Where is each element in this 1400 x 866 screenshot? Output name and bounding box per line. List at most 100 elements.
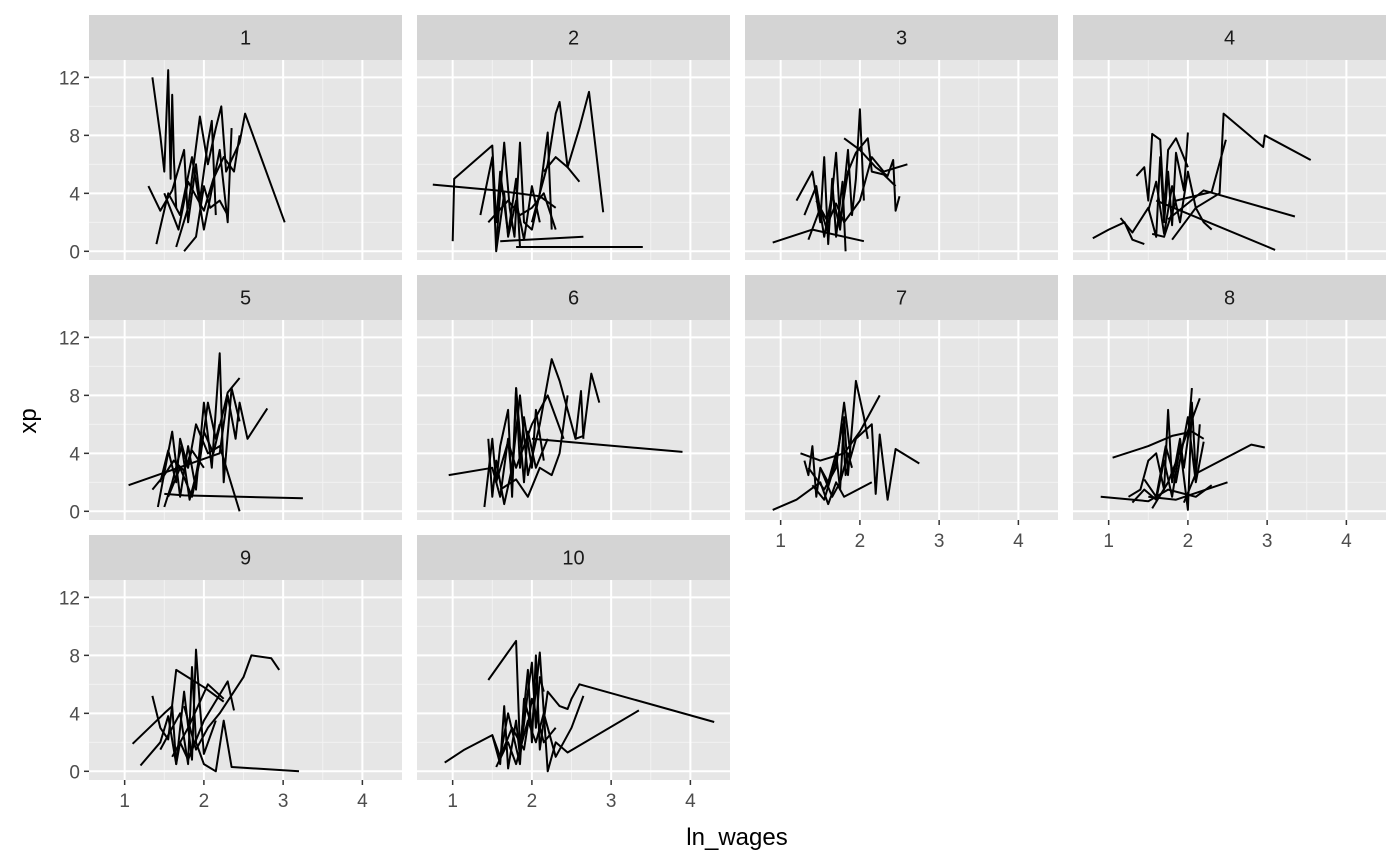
x-tick-label: 2 bbox=[1183, 531, 1194, 552]
series-line-9-3 bbox=[151, 668, 225, 741]
series-line-8-8 bbox=[1143, 416, 1205, 498]
panel-background bbox=[89, 580, 402, 780]
facet-strip-label: 6 bbox=[568, 288, 579, 310]
series-line-3-6 bbox=[843, 137, 901, 212]
y-tick-label: 4 bbox=[69, 704, 80, 725]
facet-strip-label: 5 bbox=[240, 288, 251, 310]
series-line-4-3 bbox=[1135, 132, 1189, 212]
series-line-3-4 bbox=[807, 137, 897, 241]
y-tick-label: 12 bbox=[59, 588, 80, 609]
y-tick-label: 4 bbox=[69, 184, 80, 205]
facet-strip bbox=[1073, 275, 1386, 320]
x-tick-label: 3 bbox=[934, 531, 945, 552]
series-line-2-4 bbox=[495, 131, 553, 245]
y-tick-label: 0 bbox=[69, 502, 80, 523]
series-line-2-6 bbox=[543, 156, 581, 183]
series-line-1-6 bbox=[163, 135, 241, 231]
series-line-7-2 bbox=[803, 379, 869, 498]
facet-strip bbox=[89, 15, 402, 60]
x-tick-label: 3 bbox=[278, 791, 289, 812]
x-tick-label: 1 bbox=[447, 791, 458, 812]
series-line-6-5 bbox=[495, 394, 565, 483]
series-line-4-4 bbox=[1147, 170, 1213, 235]
facet-panels: 1 2 3 4 5 6 7 8 9 10 bbox=[89, 15, 1386, 780]
series-line-6-4 bbox=[531, 437, 683, 453]
series-line-9-6 bbox=[171, 683, 225, 758]
x-tick-label: 2 bbox=[199, 791, 210, 812]
facet-strip-label: 7 bbox=[896, 288, 907, 310]
facet-panel-3: 3 bbox=[745, 15, 1058, 260]
facet-panel-6: 6 bbox=[417, 275, 730, 520]
series-line-10-4 bbox=[495, 695, 585, 768]
series-line-3-5 bbox=[815, 156, 908, 224]
series-line-4-8 bbox=[1151, 139, 1227, 238]
series-line-10-3 bbox=[491, 651, 640, 773]
y-tick-label: 0 bbox=[69, 762, 80, 783]
series-line-1-1 bbox=[151, 69, 178, 208]
y-tick-label: 12 bbox=[59, 328, 80, 349]
facet-strip-label: 8 bbox=[1224, 288, 1235, 310]
x-tick-label: 3 bbox=[1262, 531, 1273, 552]
panel-background bbox=[89, 60, 402, 260]
series-line-5-7 bbox=[151, 449, 205, 491]
series-line-6-3 bbox=[487, 358, 585, 506]
facet-strip bbox=[417, 535, 730, 580]
series-line-4-7 bbox=[1171, 112, 1312, 241]
facet-panel-8: 8 bbox=[1073, 275, 1386, 520]
series-line-1-4 bbox=[175, 105, 286, 248]
x-tick-label: 3 bbox=[606, 791, 617, 812]
series-line-2-9 bbox=[487, 192, 557, 230]
series-line-8-6 bbox=[1151, 397, 1201, 509]
panel-background bbox=[89, 320, 402, 520]
facet-strip bbox=[745, 275, 1058, 320]
series-line-2-3 bbox=[479, 156, 541, 253]
x-tick-label: 4 bbox=[1013, 531, 1024, 552]
facet-strip-label: 1 bbox=[240, 28, 251, 50]
facet-panel-4: 4 bbox=[1073, 15, 1386, 260]
y-axis-title: xp bbox=[15, 408, 42, 433]
panel-background bbox=[745, 60, 1058, 260]
facet-strip bbox=[89, 535, 402, 580]
series-line-8-4 bbox=[1131, 401, 1201, 511]
series-line-4-5 bbox=[1155, 199, 1276, 251]
facet-panel-1: 1 bbox=[89, 15, 402, 260]
facet-strip bbox=[417, 275, 730, 320]
series-line-4-6 bbox=[1167, 189, 1296, 221]
x-tick-label: 1 bbox=[775, 531, 786, 552]
panel-background bbox=[1073, 60, 1386, 260]
facet-strip-label: 9 bbox=[240, 548, 251, 570]
series-line-2-7 bbox=[500, 235, 584, 243]
x-tick-label: 2 bbox=[855, 531, 866, 552]
panel-background bbox=[417, 60, 730, 260]
facet-strip-label: 10 bbox=[562, 548, 584, 570]
x-tick-label: 1 bbox=[119, 791, 130, 812]
series-line-7-4 bbox=[811, 423, 920, 501]
y-tick-label: 12 bbox=[59, 68, 80, 89]
series-line-7-5 bbox=[819, 452, 853, 498]
series-line-2-2 bbox=[451, 144, 521, 248]
series-line-1-3 bbox=[155, 128, 233, 245]
panel-background bbox=[417, 320, 730, 520]
series-line-8-2 bbox=[1112, 430, 1205, 459]
series-line-7-6 bbox=[807, 401, 852, 491]
series-line-3-3 bbox=[803, 108, 865, 238]
facet-panel-2: 2 bbox=[417, 15, 730, 260]
y-tick-label: 4 bbox=[69, 444, 80, 465]
facet-strip bbox=[1073, 15, 1386, 60]
series-line-6-6 bbox=[575, 372, 601, 440]
x-tick-label: 1 bbox=[1103, 531, 1114, 552]
facet-strip bbox=[745, 15, 1058, 60]
series-line-5-3 bbox=[164, 492, 303, 500]
x-tick-label: 4 bbox=[1341, 531, 1352, 552]
x-tick-label: 4 bbox=[357, 791, 368, 812]
facet-panel-7: 7 bbox=[745, 275, 1058, 520]
panel-background bbox=[1073, 320, 1386, 520]
series-line-10-5 bbox=[499, 697, 557, 758]
series-line-7-1 bbox=[772, 481, 873, 511]
x-tick-label: 4 bbox=[685, 791, 696, 812]
facet-panel-5: 5 bbox=[89, 275, 402, 520]
x-axis-title: ln_wages bbox=[686, 824, 787, 851]
series-line-5-4 bbox=[159, 423, 241, 512]
facet-strip-label: 3 bbox=[896, 28, 907, 50]
